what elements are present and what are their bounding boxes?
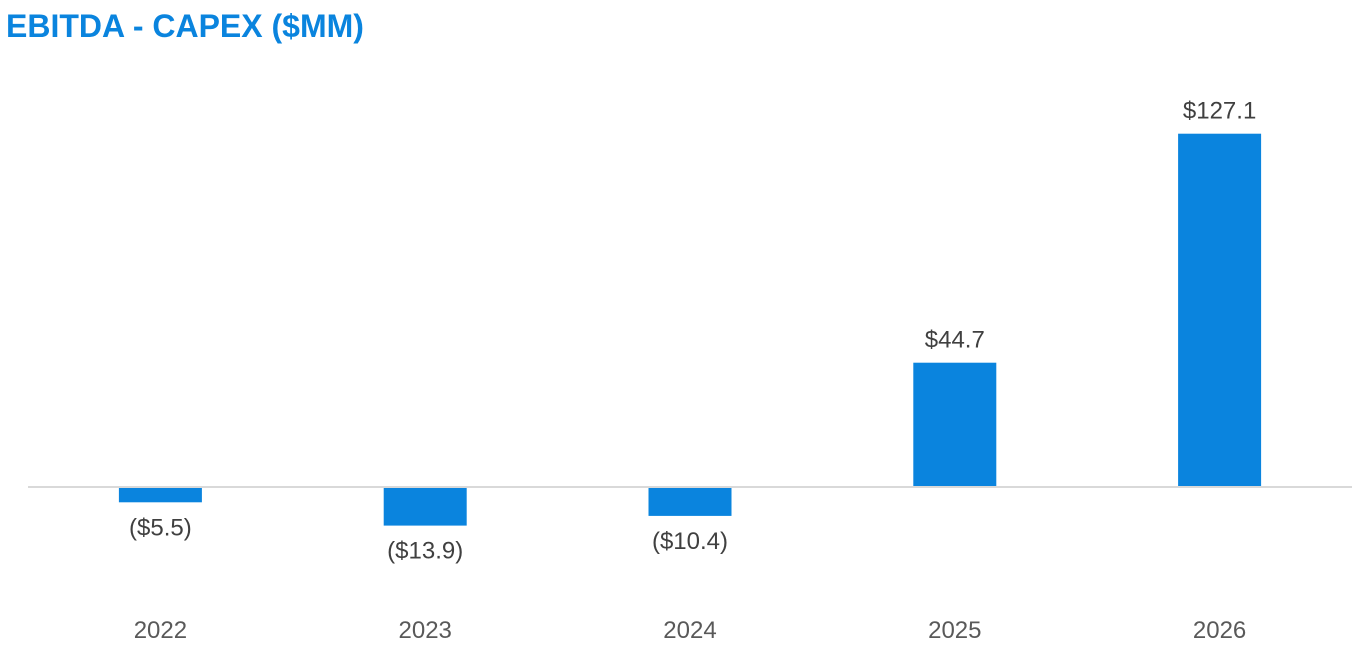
data-label-2026: $127.1 [1183,98,1256,125]
bar-2025 [913,362,997,487]
bars-group [118,133,1262,526]
value-labels-group: ($5.5) ($13.9) ($10.4) $44.7 $127.1 [129,98,1256,565]
bar-2026 [1178,133,1262,487]
data-label-2024: ($10.4) [652,528,728,555]
bar-2023 [383,487,467,526]
x-tick-label-2024: 2024 [663,617,716,644]
x-tick-label-2025: 2025 [928,617,981,644]
data-label-2025: $44.7 [925,327,985,354]
x-tick-label-2023: 2023 [399,617,452,644]
data-label-2022: ($5.5) [129,514,192,541]
x-axis-tick-labels: 2022 2023 2024 2025 2026 [134,617,1247,644]
chart-title: EBITDA - CAPEX ($MM) [6,8,364,44]
x-tick-label-2026: 2026 [1193,617,1246,644]
x-tick-label-2022: 2022 [134,617,187,644]
bar-2022 [118,487,202,503]
bar-2024 [648,487,732,516]
data-label-2023: ($13.9) [387,538,463,565]
